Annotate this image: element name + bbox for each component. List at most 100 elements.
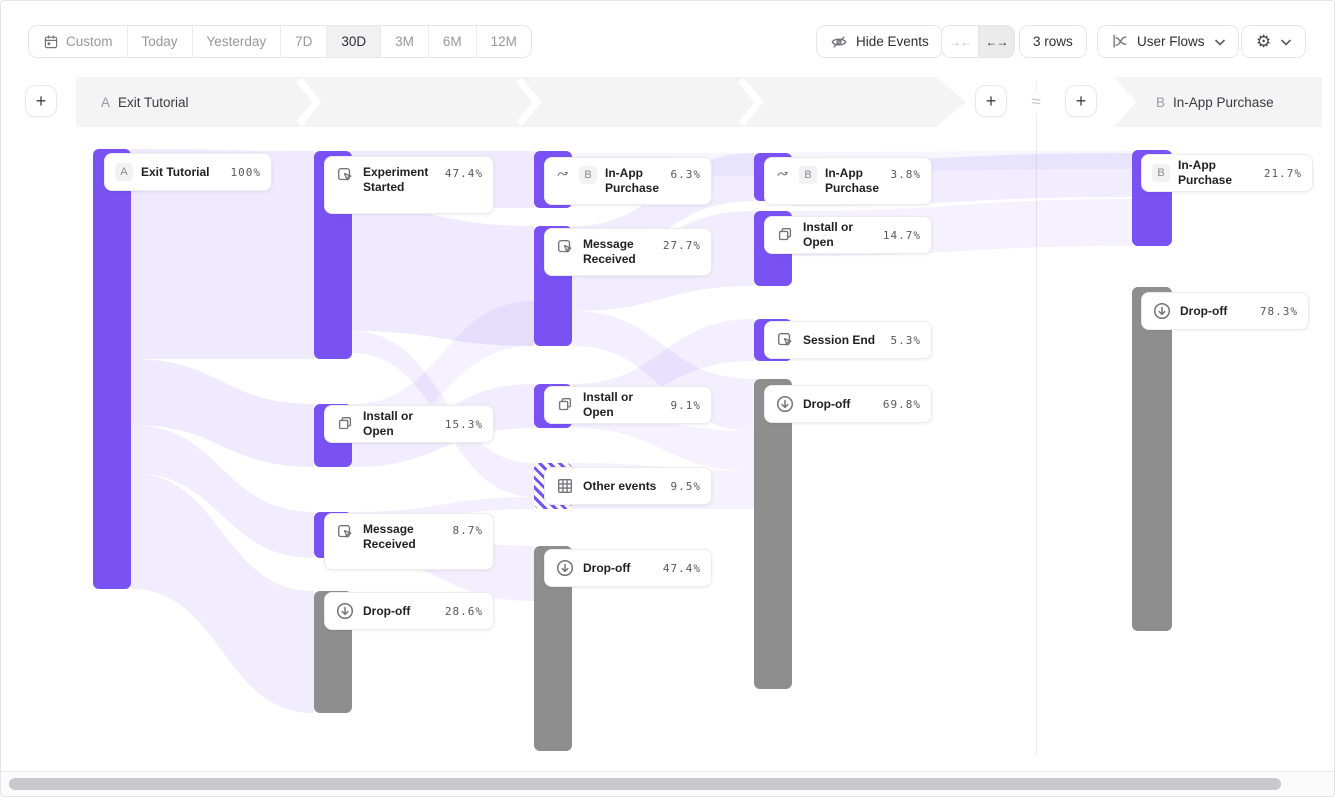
node-percent: 69.8% — [882, 397, 921, 411]
step-b-badge: B — [799, 166, 817, 184]
node-label: In-App Purchase — [825, 166, 880, 195]
node-percent: 28.6% — [444, 604, 483, 618]
node-percent: 9.1% — [670, 398, 701, 412]
expand-columns-button[interactable]: ←→ — [978, 26, 1014, 57]
click-icon — [775, 330, 795, 350]
node-card-in-app-purchase[interactable]: B In-App Purchase 3.8% — [764, 157, 932, 205]
node-label: Drop-off — [363, 603, 411, 618]
jump-arrow-icon — [555, 166, 571, 182]
node-card-drop-off[interactable]: Drop-off 28.6% — [324, 592, 494, 630]
approx-symbol: ≈ — [1025, 91, 1047, 113]
date-range-12m[interactable]: 12M — [490, 34, 517, 49]
toolbar: Custom Today Yesterday 7D 30D 3M 6M 12M … — [1, 1, 1334, 65]
chevron-down-icon — [1281, 34, 1292, 49]
flow-bar-drop-off-b[interactable] — [1132, 287, 1172, 631]
node-percent: 27.7% — [662, 239, 701, 252]
add-step-button-end-a[interactable]: + — [975, 85, 1007, 117]
node-label: Install or Open — [363, 409, 414, 438]
node-card-session-end[interactable]: Session End 5.3% — [764, 321, 932, 359]
flow-banner-b[interactable]: B In-App Purchase — [1114, 77, 1322, 127]
node-card-install-or-open[interactable]: Install or Open 15.3% — [324, 405, 494, 443]
flow-bar-drop-off[interactable] — [754, 379, 792, 689]
banner-chevron-icon — [516, 77, 542, 127]
calendar-icon — [43, 34, 59, 50]
date-range-6m[interactable]: 6M — [429, 26, 477, 57]
flow-banner-a[interactable]: A Exit Tutorial — [76, 77, 966, 127]
view-selector-label: User Flows — [1137, 34, 1205, 49]
node-card-message-received[interactable]: Message Received 8.7% — [324, 513, 494, 570]
flow-b-label: In-App Purchase — [1173, 94, 1274, 110]
user-flows-icon — [1111, 33, 1129, 51]
node-label: Install or Open — [803, 220, 854, 249]
rows-count-button[interactable]: 3 rows — [1019, 25, 1087, 58]
node-label: Experiment Started — [363, 165, 429, 194]
drop-off-icon — [1152, 301, 1172, 321]
click-icon — [335, 522, 355, 542]
node-label: Drop-off — [1180, 303, 1228, 318]
scrollbar-thumb[interactable] — [9, 778, 1281, 790]
copy-icon — [335, 414, 355, 434]
rows-count-label: 3 rows — [1033, 34, 1073, 49]
node-card-install-or-open[interactable]: Install or Open 14.7% — [764, 216, 932, 254]
date-range-30d[interactable]: 30D — [327, 26, 382, 57]
node-card-message-received[interactable]: Message Received 27.7% — [544, 228, 712, 276]
settings-button[interactable]: ⚙ — [1241, 25, 1307, 58]
node-card-experiment-started[interactable]: Experiment Started 47.4% — [324, 156, 494, 214]
node-percent: 47.4% — [444, 167, 483, 180]
view-selector[interactable]: User Flows — [1097, 25, 1239, 58]
eye-off-icon — [830, 33, 848, 51]
node-percent: 100% — [230, 165, 261, 179]
date-range-3m[interactable]: 3M — [381, 26, 429, 57]
drop-off-icon — [555, 558, 575, 578]
node-label: Install or Open — [583, 390, 634, 419]
jump-arrow-icon — [775, 166, 791, 182]
node-card-other-events[interactable]: Other events 9.5% — [544, 467, 712, 505]
node-label: In-App Purchase — [605, 166, 660, 195]
horizontal-scrollbar — [1, 771, 1334, 796]
hide-events-button[interactable]: Hide Events — [816, 25, 943, 58]
node-card-drop-off[interactable]: Drop-off 47.4% — [544, 549, 712, 587]
click-icon — [335, 165, 355, 185]
drop-off-icon — [335, 601, 355, 621]
node-percent: 78.3% — [1259, 304, 1298, 318]
add-step-button-start-a[interactable]: + — [25, 85, 57, 117]
gear-icon: ⚙ — [1256, 32, 1272, 51]
node-card-in-app-purchase[interactable]: B In-App Purchase 6.3% — [544, 157, 712, 205]
node-card-drop-off[interactable]: Drop-off 69.8% — [764, 385, 932, 423]
date-range-custom[interactable]: Custom — [29, 26, 128, 57]
column-width-toggle: →← ←→ — [941, 25, 1015, 58]
flow-b-title: B In-App Purchase — [1156, 95, 1274, 110]
collapse-columns-button[interactable]: →← — [949, 34, 972, 49]
node-label: Message Received — [583, 237, 636, 266]
node-percent: 21.7% — [1263, 166, 1302, 180]
chevron-down-icon — [1214, 34, 1225, 49]
date-range-group: Custom Today Yesterday 7D 30D 3M 6M 12M — [28, 25, 532, 58]
node-card-install-or-open[interactable]: Install or Open 9.1% — [544, 386, 712, 424]
node-card-drop-off-b[interactable]: Drop-off 78.3% — [1141, 292, 1309, 330]
flows-divider — [1036, 81, 1037, 756]
add-step-button-start-b[interactable]: + — [1065, 85, 1097, 117]
node-percent: 47.4% — [662, 561, 701, 575]
copy-icon — [775, 225, 795, 245]
node-label: Other events — [583, 478, 657, 493]
flow-a-badge: A — [101, 94, 111, 110]
flow-a-label: Exit Tutorial — [118, 94, 189, 110]
banner-chevron-icon — [296, 77, 322, 127]
flow-bar-exit-tutorial[interactable] — [93, 149, 131, 589]
drop-off-icon — [775, 394, 795, 414]
date-range-yesterday[interactable]: Yesterday — [193, 26, 282, 57]
node-label: Session End — [803, 332, 876, 347]
node-percent: 5.3% — [890, 333, 921, 347]
node-card-exit-tutorial[interactable]: A Exit Tutorial 100% — [104, 153, 272, 191]
node-percent: 15.3% — [444, 417, 483, 431]
banner-chevron-icon — [738, 77, 764, 127]
node-label: Drop-off — [583, 560, 631, 575]
step-b-badge: B — [579, 166, 597, 184]
node-percent: 8.7% — [452, 524, 483, 537]
node-card-in-app-purchase-b[interactable]: B In-App Purchase 21.7% — [1141, 154, 1313, 192]
node-percent: 3.8% — [890, 168, 921, 181]
date-range-7d[interactable]: 7D — [281, 26, 328, 57]
node-percent: 9.5% — [670, 479, 701, 493]
date-range-today[interactable]: Today — [128, 26, 193, 57]
